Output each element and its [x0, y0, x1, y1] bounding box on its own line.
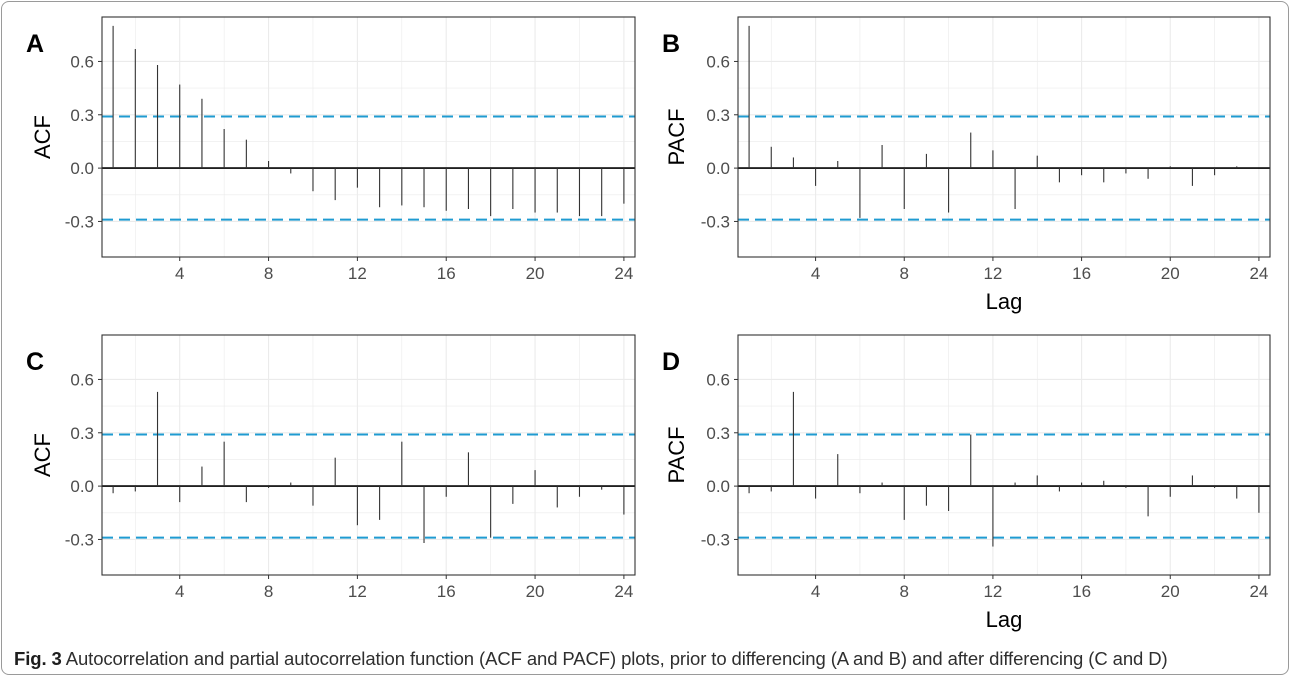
y-axis-label: PACF [664, 108, 689, 165]
x-tick-label: 12 [348, 582, 367, 601]
x-tick-label: 24 [1249, 582, 1268, 601]
y-tick-label: 0.3 [706, 106, 730, 125]
y-tick-label: 0.6 [70, 370, 94, 389]
x-tick-label: 4 [811, 264, 820, 283]
y-axis-label: ACF [30, 433, 55, 477]
y-tick-label: 0.0 [70, 477, 94, 496]
panel-border [737, 334, 1271, 576]
panel-c: -0.3 0.0 0.3 0.6 4 8 12 16 20 24 ACF C [26, 334, 636, 601]
x-tick-label: 24 [614, 582, 633, 601]
y-tick-label: -0.3 [65, 212, 94, 231]
panel-border [101, 16, 636, 258]
x-tick-label: 20 [1161, 264, 1180, 283]
panel-letter: A [26, 30, 44, 58]
x-tick-label: 12 [983, 582, 1002, 601]
panel-a: -0.3 0.0 0.3 0.6 4 8 12 16 20 24 ACF A [26, 16, 636, 283]
x-tick-label: 16 [1072, 582, 1091, 601]
y-axis-label: ACF [30, 115, 55, 159]
x-tick-label: 16 [1072, 264, 1091, 283]
y-tick-label: 0.3 [70, 424, 94, 443]
x-tick-label: 4 [175, 582, 184, 601]
y-tick-label: 0.6 [706, 52, 730, 71]
x-tick-label: 24 [1249, 264, 1268, 283]
x-tick-label: 20 [526, 582, 545, 601]
y-tick-label: 0.0 [706, 477, 730, 496]
x-tick-label: 12 [983, 264, 1002, 283]
panel-border [101, 334, 636, 576]
x-tick-label: 8 [264, 264, 273, 283]
y-tick-label: 0.3 [70, 106, 94, 125]
x-tick-label: 4 [811, 582, 820, 601]
x-tick-label: 24 [614, 264, 633, 283]
panel-d: -0.3 0.0 0.3 0.6 4 8 12 16 20 24 PACF Lag D [662, 334, 1271, 632]
caption-label: Fig. 3 [14, 648, 62, 669]
x-tick-label: 12 [348, 264, 367, 283]
y-tick-label: 0.6 [70, 52, 94, 71]
x-tick-label: 20 [526, 264, 545, 283]
x-axis-label: Lag [986, 607, 1023, 632]
x-tick-label: 16 [437, 582, 456, 601]
panel-letter: B [662, 30, 680, 58]
y-tick-label: 0.0 [70, 159, 94, 178]
caption-text: Autocorrelation and partial autocorrelat… [65, 648, 1168, 669]
y-axis-label: PACF [664, 426, 689, 483]
figure-caption: Fig. 3 Autocorrelation and partial autoc… [14, 648, 1168, 670]
x-tick-label: 4 [175, 264, 184, 283]
x-axis-label: Lag [986, 289, 1023, 314]
y-tick-label: -0.3 [701, 530, 730, 549]
x-tick-label: 8 [900, 582, 909, 601]
panel-letter: D [662, 348, 680, 376]
y-tick-label: 0.0 [706, 159, 730, 178]
x-tick-label: 16 [437, 264, 456, 283]
x-tick-label: 8 [264, 582, 273, 601]
x-tick-label: 20 [1161, 582, 1180, 601]
x-tick-label: 8 [900, 264, 909, 283]
panel-letter: C [26, 348, 44, 376]
y-tick-label: -0.3 [65, 530, 94, 549]
panel-border [737, 16, 1271, 258]
y-tick-label: 0.6 [706, 370, 730, 389]
y-tick-label: -0.3 [701, 212, 730, 231]
y-tick-label: 0.3 [706, 424, 730, 443]
panel-b: -0.3 0.0 0.3 0.6 4 8 12 16 20 24 PACF Lag B [662, 16, 1271, 314]
